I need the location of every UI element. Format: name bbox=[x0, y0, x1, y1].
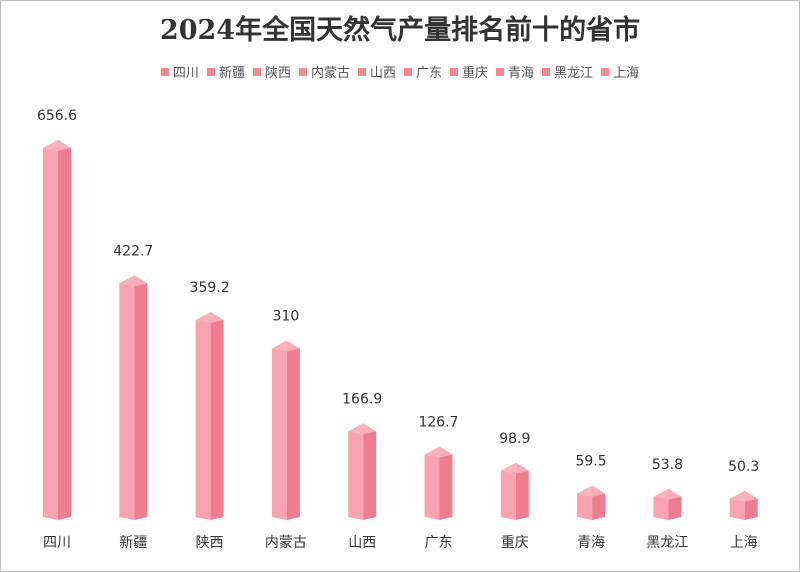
legend-item: 广东 bbox=[404, 62, 442, 81]
category-label: 上海 bbox=[730, 535, 758, 551]
bar bbox=[424, 446, 453, 520]
bar bbox=[500, 462, 529, 520]
legend-label: 上海 bbox=[613, 66, 640, 81]
legend-swatch bbox=[160, 67, 169, 76]
data-label: 50.3 bbox=[728, 459, 759, 475]
bar bbox=[653, 488, 682, 520]
bar bbox=[43, 140, 71, 520]
legend-item: 新疆 bbox=[206, 62, 245, 81]
bar bbox=[729, 490, 758, 520]
category-label: 青海 bbox=[577, 535, 605, 551]
chart-title: 2024年全国天然气产量排名前十的省市 bbox=[159, 15, 641, 46]
data-label: 359.2 bbox=[190, 280, 230, 296]
legend: 四川 新疆 陕西 内蒙古 山西 广东 重庆 青海 黑龙江 上海 bbox=[0, 62, 800, 81]
legend-swatch bbox=[496, 67, 505, 76]
data-label: 126.7 bbox=[418, 415, 458, 431]
legend-item: 内蒙古 bbox=[298, 62, 350, 81]
category-label: 山西 bbox=[348, 535, 376, 551]
bar bbox=[348, 423, 377, 520]
legend-item: 上海 bbox=[601, 62, 639, 81]
bar bbox=[195, 312, 224, 520]
legend-label: 山西 bbox=[369, 66, 396, 81]
category-label: 四川 bbox=[43, 535, 71, 551]
data-label: 656.6 bbox=[37, 108, 77, 124]
data-label: 98.9 bbox=[499, 431, 530, 447]
data-label: 422.7 bbox=[113, 243, 153, 259]
legend-item: 四川 bbox=[160, 62, 199, 81]
legend-swatch bbox=[450, 67, 459, 76]
legend-label: 重庆 bbox=[462, 66, 489, 81]
data-label: 166.9 bbox=[342, 391, 382, 407]
category-label: 新疆 bbox=[119, 535, 147, 551]
legend-item: 山西 bbox=[357, 62, 396, 81]
legend-label: 广东 bbox=[416, 66, 443, 81]
legend-swatch bbox=[206, 67, 215, 76]
data-label: 310 bbox=[273, 309, 300, 325]
legend-label: 陕西 bbox=[264, 66, 291, 81]
category-label: 黑龙江 bbox=[646, 535, 688, 551]
legend-swatch bbox=[298, 67, 307, 76]
legend-label: 四川 bbox=[172, 66, 199, 81]
bar bbox=[271, 340, 300, 520]
bar bbox=[119, 275, 148, 520]
legend-label: 黑龙江 bbox=[554, 66, 594, 81]
data-label: 59.5 bbox=[576, 454, 607, 470]
legend-item: 青海 bbox=[496, 62, 534, 81]
legend-label: 青海 bbox=[508, 66, 535, 81]
data-label: 53.8 bbox=[652, 457, 683, 473]
legend-item: 重庆 bbox=[450, 62, 488, 81]
category-label: 广东 bbox=[425, 535, 453, 551]
bar bbox=[577, 485, 606, 520]
legend-swatch bbox=[542, 67, 551, 76]
legend-swatch bbox=[404, 67, 412, 76]
legend-label: 新疆 bbox=[218, 66, 245, 81]
category-label: 陕西 bbox=[196, 535, 224, 551]
legend-item: 陕西 bbox=[252, 62, 291, 81]
legend-label: 内蒙古 bbox=[310, 66, 350, 81]
legend-item: 黑龙江 bbox=[542, 62, 593, 81]
category-label: 内蒙古 bbox=[265, 535, 307, 551]
category-label: 重庆 bbox=[501, 535, 529, 551]
legend-swatch bbox=[601, 67, 610, 76]
legend-swatch bbox=[357, 67, 366, 76]
legend-swatch bbox=[252, 67, 261, 76]
